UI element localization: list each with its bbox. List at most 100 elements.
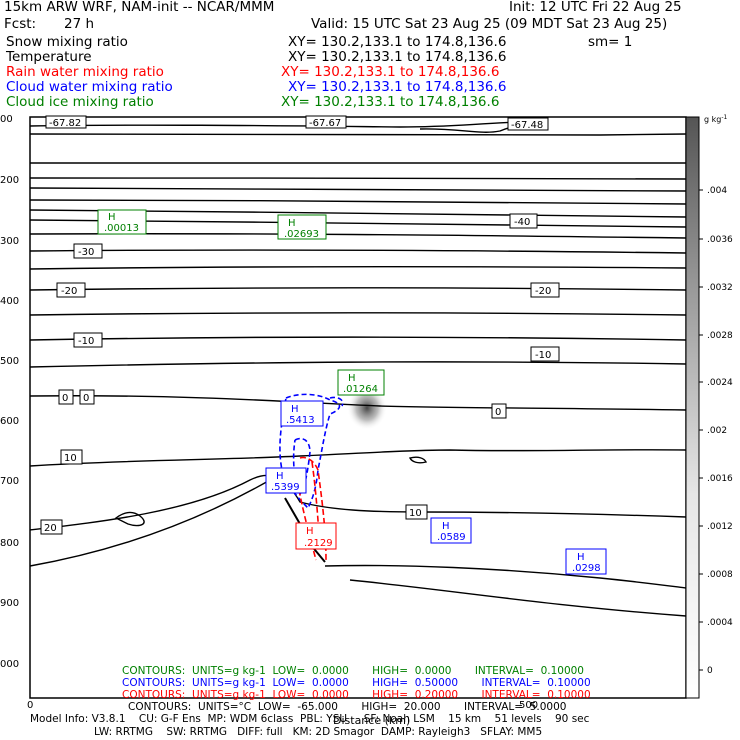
- cloud-water-max-label: H .0298: [565, 548, 607, 575]
- colorbar-tick: .0004: [707, 618, 733, 628]
- units-value: g kg-1: [232, 677, 266, 689]
- low-label: LOW=: [257, 701, 291, 713]
- field-name-temperature: Temperature: [6, 49, 92, 65]
- svg-text:H: H: [306, 526, 314, 537]
- high-label: HIGH=: [372, 677, 408, 689]
- svg-text:.5413: .5413: [286, 415, 315, 426]
- interval-label: INTERVAL=: [463, 701, 524, 713]
- units-label: UNITS=: [192, 665, 233, 677]
- svg-text:H: H: [288, 218, 296, 229]
- colorbar-unit: g kg-1: [704, 114, 728, 124]
- isotherm-label: -67.48: [511, 120, 543, 131]
- isotherm-line: [29, 474, 687, 531]
- maxima-labels: H .00013 H .02693 H .01264 H .5413 H .53…: [97, 209, 607, 575]
- svg-text:.2129: .2129: [304, 538, 333, 549]
- y-tick: 900: [0, 598, 19, 609]
- y-tick: 00: [0, 114, 13, 125]
- contour-spec-cloud-ice: CONTOURS: UNITS=g kg-1 LOW= 0.0000 HIGH=…: [122, 665, 584, 677]
- field-name-rain: Rain water mixing ratio: [6, 64, 164, 80]
- temperature-labels: -67.82 -67.67 -67.48 -40 -30 -20 -20 -10…: [40, 115, 560, 535]
- svg-text:H: H: [577, 552, 585, 563]
- isotherm-line: [29, 479, 271, 567]
- low-value: 0.0000: [312, 689, 349, 701]
- low-label: LOW=: [272, 677, 306, 689]
- interval-label: INTERVAL=: [481, 677, 541, 689]
- valid-time: Valid: 15 UTC Sat 23 Aug 25 (09 MDT Sat …: [311, 16, 668, 32]
- svg-text:H: H: [108, 212, 116, 223]
- colorbar-tick: .004: [707, 186, 727, 196]
- field-xy-rain: XY= 130.2,133.1 to 174.8,136.6: [281, 64, 500, 80]
- colorbar-tick: .0008: [707, 570, 733, 580]
- field-name-cloud-water: Cloud water mixing ratio: [6, 79, 173, 95]
- svg-text:.0589: .0589: [437, 532, 466, 543]
- units-value: g kg-1: [232, 689, 266, 701]
- interval-value: 0.10000: [547, 677, 591, 689]
- snow-shading: [347, 386, 387, 430]
- svg-text:H: H: [291, 404, 299, 415]
- isotherm-label: -20: [535, 286, 551, 297]
- field-name-cloud-ice: Cloud ice mixing ratio: [6, 94, 154, 110]
- y-tick: 400: [0, 296, 19, 307]
- isotherm-label: -40: [514, 217, 530, 228]
- isotherm-line: [29, 336, 687, 341]
- isotherm-line: [408, 456, 428, 464]
- low-value: 0.0000: [312, 665, 349, 677]
- colorbar-tick: .0016: [707, 474, 733, 484]
- rain-water-contour: [295, 471, 317, 561]
- units-value: °C: [238, 701, 252, 713]
- svg-text:.02693: .02693: [284, 229, 319, 240]
- y-tick: 800: [0, 538, 19, 549]
- svg-text:H: H: [442, 521, 450, 532]
- colorbar-tick: .0012: [707, 522, 733, 532]
- field-xy-temperature: XY= 130.2,133.1 to 174.8,136.6: [288, 49, 507, 65]
- isotherm-label: -10: [535, 350, 551, 361]
- isotherm-line: [29, 177, 687, 180]
- low-value: -65.000: [297, 701, 338, 713]
- cloud-water-contour: [329, 396, 344, 407]
- colorbar-tick: 0: [707, 666, 713, 676]
- init-time: Init: 12 UTC Fri 22 Aug 25: [509, 0, 682, 15]
- y-tick: 200: [0, 175, 19, 186]
- svg-text:H: H: [276, 471, 284, 482]
- ice-max-label: H .02693: [277, 214, 327, 240]
- colorbar-tick: .0028: [707, 331, 733, 341]
- isotherm-label: 0: [495, 407, 501, 418]
- isotherm-label: 0: [83, 393, 89, 404]
- isotherm-label: 0: [62, 393, 68, 404]
- isotherm-label: 10: [64, 453, 77, 464]
- svg-text:.01264: .01264: [343, 384, 378, 395]
- contour-spec-rain: CONTOURS: UNITS=g kg-1 LOW= 0.0000 HIGH=…: [122, 689, 591, 701]
- y-tick: 300: [0, 236, 19, 247]
- isotherm-label: -67.82: [49, 118, 81, 129]
- svg-text:.5399: .5399: [271, 482, 300, 493]
- isotherm-label: 10: [409, 508, 422, 519]
- cloud-water-max-label: H .0589: [430, 517, 472, 544]
- x-tick: 500: [519, 700, 538, 711]
- isotherm-line: [29, 361, 687, 368]
- field-xy-cloud-ice: XY= 130.2,133.1 to 174.8,136.6: [281, 94, 500, 110]
- isotherm-line: [29, 449, 687, 467]
- ice-max-label: H .01264: [337, 369, 385, 396]
- interval-label: INTERVAL=: [481, 689, 541, 701]
- interval-value: 0.10000: [540, 665, 584, 677]
- colorbar-tick: .0032: [707, 283, 733, 293]
- colorbar-tick: .002: [707, 426, 727, 436]
- high-label: HIGH=: [372, 689, 408, 701]
- isotherm-label: -30: [78, 247, 94, 258]
- isotherms: [29, 121, 687, 617]
- y-tick: 500: [0, 356, 19, 367]
- isotherm-line: [29, 187, 687, 192]
- svg-text:H: H: [348, 373, 356, 384]
- isotherm-line: [114, 511, 145, 527]
- isotherm-label: -10: [78, 336, 94, 347]
- interval-value: 5.0000: [529, 701, 567, 713]
- high-value: 0.0000: [414, 665, 452, 677]
- isotherm-line: [29, 121, 521, 128]
- isotherm-line: [29, 199, 687, 205]
- field-xy-cloud-water: XY= 130.2,133.1 to 174.8,136.6: [288, 79, 507, 95]
- isotherm-label: -20: [61, 286, 77, 297]
- isotherm-line: [29, 395, 687, 411]
- contours-label: CONTOURS:: [122, 677, 186, 689]
- contour-spec-temperature: CONTOURS: UNITS=°C LOW= -65.000 HIGH= 20…: [128, 701, 566, 713]
